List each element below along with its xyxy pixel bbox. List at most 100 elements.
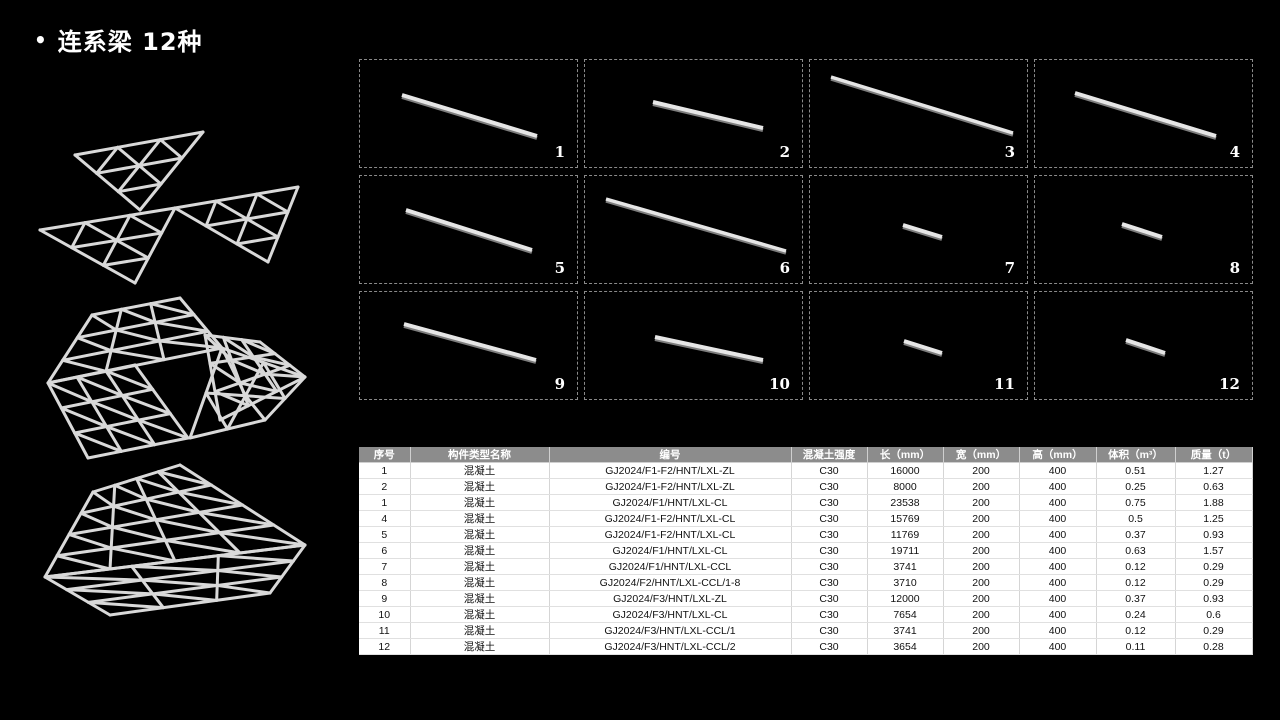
frame-member	[65, 559, 295, 592]
frame-member	[101, 256, 150, 267]
frame-member	[151, 592, 219, 602]
table-cell: 0.63	[1175, 478, 1253, 495]
frame-member	[149, 302, 196, 317]
table-cell: 400	[1019, 606, 1097, 623]
table-cell: C30	[791, 606, 868, 623]
frame-member	[73, 412, 172, 435]
table-cell: 200	[943, 622, 1020, 639]
frame-member	[61, 358, 108, 373]
table-cell: C30	[791, 526, 868, 543]
frame-member	[90, 400, 140, 422]
table-cell: GJ2024/F1-F2/HNT/LXL-ZL	[549, 462, 792, 479]
beam-thumbnail-6: 6	[584, 175, 803, 284]
table-cell: 2	[359, 478, 411, 495]
table-row: 10 混凝土 GJ2024/F3/HNT/LXL-CL C30 7654 200 400 0.…	[359, 606, 1253, 623]
table-cell: 11	[359, 622, 411, 639]
table-cell: 0.29	[1175, 622, 1253, 639]
frame-member	[73, 153, 142, 212]
beam-thumbnail-10: 10	[584, 291, 803, 400]
table-cell: GJ2024/F3/HNT/LXL-CCL/2	[549, 638, 792, 655]
table-cell: 9	[359, 590, 411, 607]
table-cell: 200	[943, 574, 1020, 591]
thumbnail-number: 5	[554, 259, 565, 277]
frame-member	[203, 333, 262, 344]
table-cell: C30	[791, 558, 868, 575]
frame-ring-middle	[46, 296, 307, 460]
table-cell: 1.25	[1175, 510, 1253, 527]
table-cell: 19711	[867, 542, 944, 559]
table-cell: 0.28	[1175, 638, 1253, 655]
frame-member	[55, 554, 112, 571]
frame-member	[38, 206, 177, 232]
table-cell: 0.93	[1175, 526, 1253, 543]
frame-member	[43, 543, 307, 579]
table-cell: C30	[791, 622, 868, 639]
table-row: 2 混凝土 GJ2024/F1-F2/HNT/LXL-ZL C30 8000 200 400…	[359, 478, 1253, 495]
frame-member	[268, 543, 307, 595]
frame-member	[173, 185, 300, 210]
frame-member	[95, 156, 184, 175]
beam-model	[1121, 222, 1163, 239]
beam-model	[405, 208, 533, 252]
table-cell: 400	[1019, 622, 1097, 639]
table-cell: 15769	[867, 510, 944, 527]
column-header: 长（mm）	[867, 447, 944, 463]
frame-member	[240, 338, 277, 356]
frame-member	[136, 418, 190, 440]
table-header-row: 序号 构件类型名称 编号 混凝土强度 长（mm） 宽（mm） 高（mm） 体积（m³） 质量（t…	[359, 447, 1253, 463]
beam-shadow	[605, 199, 787, 255]
table-cell: C30	[791, 494, 868, 511]
frame-member	[130, 564, 165, 610]
table-row: 12 混凝土 GJ2024/F3/HNT/LXL-CCL/2 C30 3654 200 40…	[359, 638, 1253, 655]
frame-member	[70, 231, 164, 250]
table-cell: 200	[943, 526, 1020, 543]
frame-member	[46, 381, 90, 460]
table-cell: 3741	[867, 558, 944, 575]
frame-member	[215, 554, 220, 602]
column-header: 高（mm）	[1019, 447, 1097, 463]
table-cell: 200	[943, 606, 1020, 623]
thumbnail-number: 8	[1229, 259, 1240, 277]
table-cell: 混凝土	[410, 622, 550, 639]
beam-model	[403, 322, 537, 362]
table-cell: GJ2024/F3/HNT/LXL-CL	[549, 606, 792, 623]
title-bullet: •	[34, 27, 48, 52]
frame-member	[90, 313, 118, 332]
frame-member	[73, 431, 123, 453]
table-cell: 0.12	[1096, 558, 1176, 575]
beam-model	[652, 100, 764, 130]
thumbnail-number: 4	[1229, 143, 1240, 161]
table-cell: 4	[359, 510, 411, 527]
beam-model	[903, 339, 943, 355]
frame-member	[153, 320, 210, 333]
table-cell: 0.11	[1096, 638, 1176, 655]
table-cell: 7	[359, 558, 411, 575]
frame-member	[135, 477, 181, 494]
thumbnail-number: 1	[554, 143, 565, 161]
frame-member	[138, 130, 205, 212]
frame-member	[154, 518, 222, 535]
frame-member	[244, 394, 267, 422]
table-cell: 400	[1019, 462, 1097, 479]
table-cell: C30	[791, 542, 868, 559]
frame-member	[133, 363, 190, 440]
frame-member	[38, 228, 137, 285]
thumbnail-number: 7	[1004, 259, 1015, 277]
table-row: 5 混凝土 GJ2024/F1-F2/HNT/LXL-CL C30 11769 200 40…	[359, 526, 1253, 543]
frame-member	[65, 588, 155, 596]
table-cell: 混凝土	[410, 542, 550, 559]
table-row: 9 混凝土 GJ2024/F3/HNT/LXL-ZL C30 12000 200 400 0.…	[359, 590, 1253, 607]
table-cell: 0.12	[1096, 622, 1176, 639]
table-cell: 200	[943, 494, 1020, 511]
frame-member	[262, 361, 287, 400]
frame-member	[110, 525, 167, 542]
table-cell: 400	[1019, 526, 1097, 543]
frame-member	[258, 340, 307, 379]
frame-member	[220, 346, 247, 398]
frame-triangles-top	[38, 130, 300, 285]
table-cell: 0.12	[1096, 574, 1176, 591]
table-cell: GJ2024/F3/HNT/LXL-CCL/1	[549, 622, 792, 639]
frame-member	[112, 504, 158, 522]
frame-member	[120, 394, 172, 416]
frame-member	[86, 575, 284, 604]
